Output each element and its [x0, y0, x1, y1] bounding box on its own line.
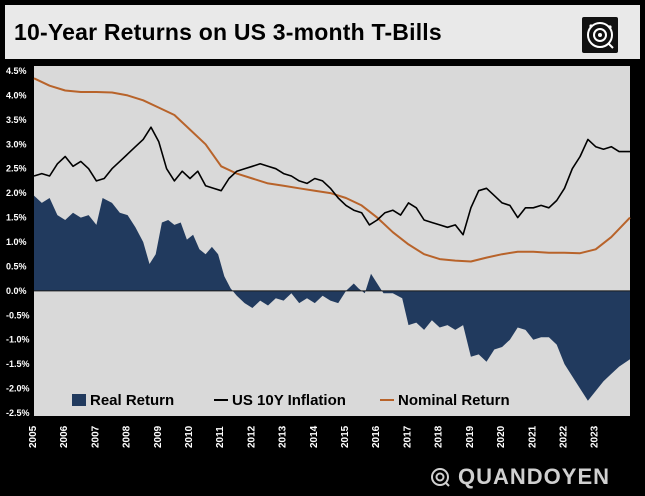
- chart-title: 10-Year Returns on US 3-month T-Bills: [14, 19, 442, 45]
- x-tick-label: 2006: [59, 425, 70, 448]
- y-tick-label: 0.5%: [6, 261, 27, 271]
- y-tick-label: 4.0%: [6, 90, 27, 100]
- legend-swatch-real-return: [72, 394, 86, 406]
- x-tick-label: 2018: [434, 425, 445, 448]
- x-tick-label: 2009: [153, 425, 164, 448]
- brand-footer: QUANDOYEN: [428, 462, 610, 492]
- y-tick-label: -1.0%: [6, 335, 30, 345]
- quandoyen-circle-logo-icon: [582, 17, 618, 53]
- legend-label-real-return: Real Return: [90, 392, 174, 409]
- x-tick-label: 2019: [465, 425, 476, 448]
- x-tick-label: 2008: [122, 425, 133, 448]
- x-tick-label: 2011: [215, 426, 226, 448]
- y-tick-label: -2.5%: [6, 408, 30, 418]
- y-tick-label: 1.5%: [6, 213, 27, 223]
- x-tick-label: 2010: [184, 425, 195, 448]
- brand-name: QUANDOYEN: [458, 464, 611, 489]
- quandoyen-circle-logo-icon: [431, 468, 450, 487]
- y-tick-label: 4.5%: [6, 66, 27, 76]
- x-tick-label: 2016: [371, 425, 382, 448]
- y-tick-label: 0.0%: [6, 286, 27, 296]
- y-tick-label: -0.5%: [6, 310, 30, 320]
- x-tick-label: 2012: [246, 425, 257, 448]
- title-bar: 10-Year Returns on US 3-month T-Bills: [4, 4, 641, 60]
- x-tick-label: 2020: [496, 425, 507, 448]
- y-tick-label: 2.5%: [6, 164, 27, 174]
- x-tick-label: 2014: [309, 425, 320, 448]
- real-return-area: [34, 195, 630, 401]
- x-tick-label: 2017: [402, 425, 413, 448]
- y-tick-label: 3.0%: [6, 139, 27, 149]
- legend-label-nominal: Nominal Return: [398, 392, 510, 409]
- x-tick-label: 2022: [558, 425, 569, 448]
- y-tick-label: 3.5%: [6, 115, 27, 125]
- x-tick-label: 2013: [278, 425, 289, 448]
- y-tick-label: -1.5%: [6, 359, 30, 369]
- inflation-line: [33, 126, 630, 236]
- x-tick-label: 2005: [28, 425, 39, 448]
- nominal-return-line: [33, 77, 631, 263]
- x-tick-label: 2007: [90, 425, 101, 448]
- y-tick-label: -2.0%: [6, 384, 30, 394]
- x-tick-label: 2015: [340, 425, 351, 448]
- x-tick-label: 2023: [590, 425, 601, 448]
- y-tick-label: 1.0%: [6, 237, 27, 247]
- x-tick-label: 2021: [527, 425, 538, 448]
- y-tick-label: 2.0%: [6, 188, 27, 198]
- legend-label-inflation: US 10Y Inflation: [232, 392, 346, 409]
